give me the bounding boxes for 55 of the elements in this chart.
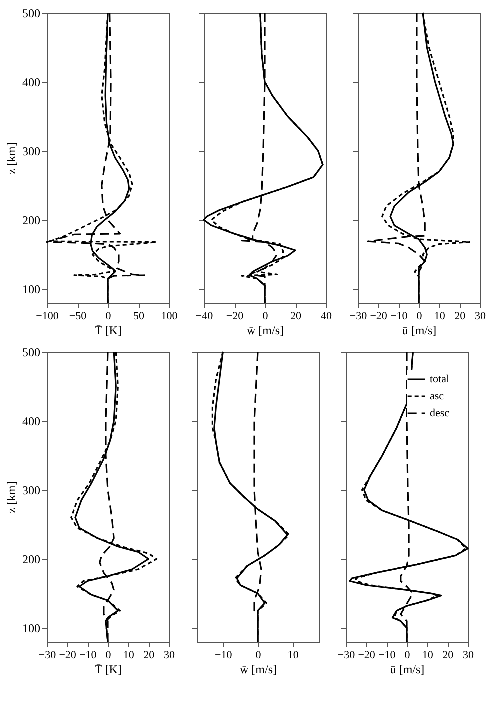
y-tick-label: 200 (22, 552, 40, 567)
x-axis-title: ū [m/s] (402, 324, 437, 338)
x-tick-label: −10 (378, 650, 396, 662)
y-tick-label: 400 (22, 414, 40, 429)
x-tick-label: 0 (416, 310, 423, 322)
x-tick-label: −10 (215, 650, 233, 662)
legend-label: total (430, 374, 450, 386)
x-tick-label: −20 (226, 310, 244, 322)
y-tick-label: 500 (22, 346, 40, 360)
x-tick-label: −30 (350, 310, 368, 322)
x-tick-label: 40 (321, 310, 332, 322)
y-tick-label: 300 (22, 144, 40, 159)
x-tick-label: 20 (454, 310, 466, 322)
x-tick-label: −30 (338, 650, 356, 662)
y-tick-label: 200 (22, 214, 40, 228)
x-tick-label: 10 (288, 650, 300, 662)
x-axis-title: w̄ [m/s] (247, 324, 284, 338)
x-tick-label: −40 (196, 310, 214, 322)
x-tick-label: 10 (422, 650, 434, 662)
x-tick-label: 30 (475, 310, 486, 322)
x-axis-title: T̄ [K] (95, 662, 122, 676)
x-tick-label: −100 (36, 310, 60, 322)
x-tick-label: 0 (404, 650, 411, 662)
y-tick-label: 100 (22, 282, 40, 297)
x-tick-label: 50 (134, 310, 145, 322)
x-tick-label: 0 (106, 310, 112, 322)
x-tick-label: 0 (106, 650, 112, 662)
x-axis-title: w̄ [m/s] (240, 662, 277, 676)
x-tick-label: −20 (59, 650, 77, 662)
x-tick-label: −10 (390, 310, 408, 322)
y-tick-label: 300 (22, 484, 40, 498)
x-tick-label: 20 (442, 650, 454, 662)
x-tick-label: 0 (256, 650, 262, 662)
x-tick-label: 20 (290, 310, 302, 322)
y-tick-label: 400 (22, 76, 40, 90)
x-tick-label: 30 (164, 650, 176, 662)
x-tick-label: 10 (123, 650, 135, 662)
x-tick-label: 30 (463, 650, 474, 662)
legend-label: asc (430, 390, 444, 402)
x-axis-title: ū [m/s] (390, 662, 425, 676)
y-tick-label: 100 (22, 622, 40, 636)
y-axis-title: z [km] (4, 142, 18, 174)
x-tick-label: −30 (38, 650, 57, 662)
x-tick-label: 20 (144, 650, 156, 662)
x-axis-title: T̄ [K] (95, 324, 122, 338)
x-tick-label: 100 (161, 310, 178, 322)
x-tick-label: 10 (434, 310, 446, 322)
y-tick-label: 500 (22, 6, 40, 20)
x-tick-label: −10 (80, 650, 98, 662)
y-axis-title: z [km] (4, 482, 18, 514)
x-tick-label: −50 (69, 310, 88, 322)
x-tick-label: −20 (370, 310, 388, 322)
x-tick-label: −20 (358, 650, 376, 662)
x-tick-label: 0 (262, 310, 269, 322)
legend-label: desc (430, 408, 450, 420)
